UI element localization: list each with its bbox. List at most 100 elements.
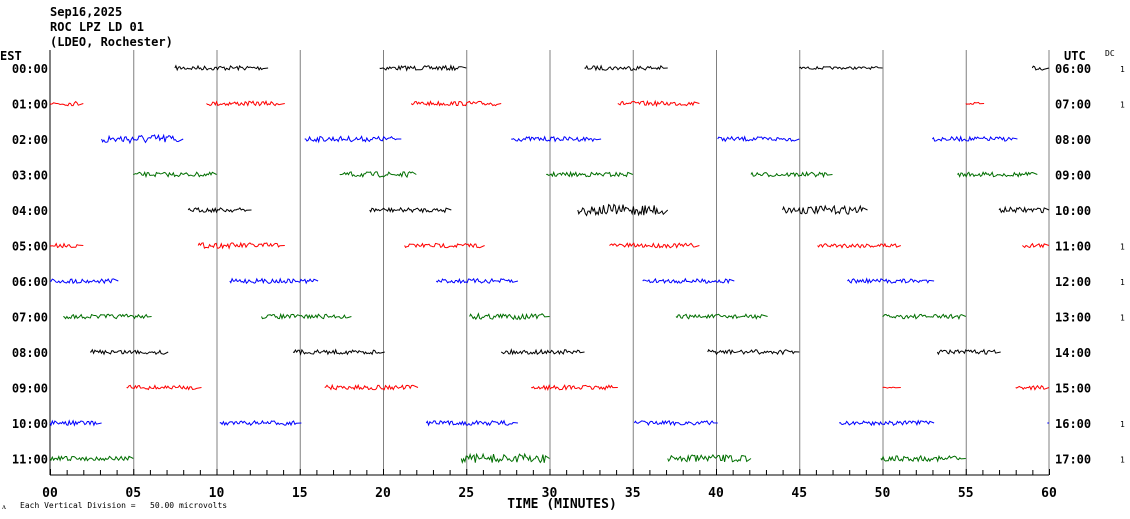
est-hour-label: 10:00 <box>12 417 48 431</box>
utc-hour-label: 09:00 <box>1055 169 1091 183</box>
seismic-trace-segment <box>847 277 935 285</box>
est-hour-label: 02:00 <box>12 133 48 147</box>
seismic-trace-segment <box>261 312 352 320</box>
x-tick-label: 35 <box>625 486 641 501</box>
seismic-trace-segment <box>369 206 452 214</box>
seismic-trace-segment <box>469 312 550 321</box>
x-tick-label: 30 <box>542 486 558 501</box>
seismic-trace-segment <box>880 454 966 463</box>
seismic-trace-segment <box>717 135 800 143</box>
seismic-trace-segment <box>675 313 768 320</box>
x-tick-label: 10 <box>209 486 225 501</box>
seismic-trace-segment <box>410 100 502 107</box>
seismic-trace-segment <box>101 133 184 145</box>
est-hour-label: 08:00 <box>12 346 48 360</box>
dc-value: 1 <box>1120 314 1125 323</box>
est-hour-label: 01:00 <box>12 98 48 112</box>
seismic-trace-segment <box>500 348 585 356</box>
utc-hour-label: 08:00 <box>1055 133 1091 147</box>
seismic-trace-segment <box>998 205 1050 214</box>
seismic-trace-segment <box>782 204 868 215</box>
x-axis: 00 05 10 15 20 25 30 35 40 45 50 55 60 <box>42 469 1057 501</box>
utc-hour-label: 11:00 <box>1055 240 1091 254</box>
seismic-trace-segment <box>133 171 217 179</box>
seismic-trace-segment <box>49 242 84 249</box>
seismic-trace-segment <box>882 313 966 321</box>
date-label: Sep16,2025 <box>50 5 122 19</box>
seismic-trace-segment <box>379 64 467 72</box>
seismic-trace-segment <box>511 135 602 143</box>
seismic-trace-segment <box>936 348 1001 356</box>
seismic-trace-segment <box>546 170 633 178</box>
x-tick-label: 20 <box>375 486 391 501</box>
seismic-trace-segment <box>882 386 901 389</box>
seismic-trace-segment <box>197 241 285 250</box>
seismic-trace-segment <box>219 419 302 427</box>
seismic-trace-segment <box>460 452 550 464</box>
seismic-trace-segment <box>324 383 419 391</box>
seismic-trace-segment <box>1022 242 1050 249</box>
utc-hour-label: 13:00 <box>1055 311 1091 325</box>
seismic-trace-segment <box>965 101 985 105</box>
dc-value: 1 <box>1120 456 1125 465</box>
est-hour-label: 09:00 <box>12 382 48 396</box>
dc-value: 1 <box>1120 101 1125 110</box>
station-label: ROC LPZ LD 01 <box>50 20 144 34</box>
seismic-trace-segment <box>817 242 901 249</box>
dc-value: 1 <box>1120 420 1125 429</box>
x-tick-label: 40 <box>708 486 724 501</box>
utc-axis-label: UTC <box>1064 49 1086 63</box>
seismic-trace-segment <box>229 277 319 285</box>
seismic-trace-segment <box>609 242 700 249</box>
utc-hour-label: 14:00 <box>1055 346 1091 360</box>
est-hour-label: 00:00 <box>12 62 48 76</box>
seismic-trace-segment <box>187 206 252 214</box>
seismic-trace-segment <box>932 135 1018 142</box>
seismic-trace-segment <box>126 384 202 391</box>
seismic-trace-segment <box>633 420 718 427</box>
est-hour-label: 03:00 <box>12 169 48 183</box>
x-tick-label: 50 <box>875 486 891 501</box>
seismic-trace-segment <box>617 99 700 108</box>
seismic-trace-segment <box>667 453 752 463</box>
seismic-trace-segment <box>1031 65 1050 71</box>
seismic-trace-segment <box>957 171 1038 178</box>
utc-hour-label: 06:00 <box>1055 62 1091 76</box>
dc-value: 1 <box>1120 65 1125 74</box>
seismic-trace-segment <box>1015 384 1050 391</box>
seismic-trace-segment <box>577 203 669 217</box>
x-tick-label: 05 <box>125 486 141 501</box>
network-label: (LDEO, Rochester) <box>50 35 173 49</box>
seismic-trace-segment <box>292 348 385 356</box>
dc-value: 1 <box>1120 243 1125 252</box>
traces <box>49 64 1050 464</box>
seismic-trace-segment <box>49 278 119 285</box>
est-hour-label: 04:00 <box>12 204 48 218</box>
seismic-trace-segment <box>206 99 285 107</box>
est-hour-label: 11:00 <box>12 453 48 467</box>
seismic-trace-segment <box>839 419 935 427</box>
seismic-trace-segment <box>404 242 485 249</box>
seismic-trace-segment <box>425 419 518 427</box>
x-tick-label: 60 <box>1041 486 1057 501</box>
x-tick-label: 00 <box>42 486 58 501</box>
seismic-trace-segment <box>707 348 800 356</box>
seismic-trace-segment <box>304 135 402 144</box>
seismic-trace-segment <box>750 170 833 179</box>
grid <box>49 50 1050 475</box>
utc-hour-label: 16:00 <box>1055 417 1091 431</box>
corner-mark: ᴧ <box>2 502 6 511</box>
seismic-trace-segment <box>531 384 618 392</box>
utc-hour-label: 17:00 <box>1055 453 1091 467</box>
est-hour-label: 06:00 <box>12 275 48 289</box>
x-tick-label: 15 <box>292 486 308 501</box>
rows: 00:00 06:00 1 01:00 07:00 1 02:00 08:00 03:00 09:… <box>12 62 1125 467</box>
est-axis-label: EST <box>0 49 22 63</box>
x-tick-label: 55 <box>958 486 974 501</box>
seismic-trace-segment <box>798 65 883 71</box>
x-axis-title: TIME (MINUTES) <box>507 497 617 512</box>
utc-hour-label: 15:00 <box>1055 382 1091 396</box>
seismic-trace-segment <box>435 277 519 284</box>
seismic-trace-segment <box>584 64 668 72</box>
